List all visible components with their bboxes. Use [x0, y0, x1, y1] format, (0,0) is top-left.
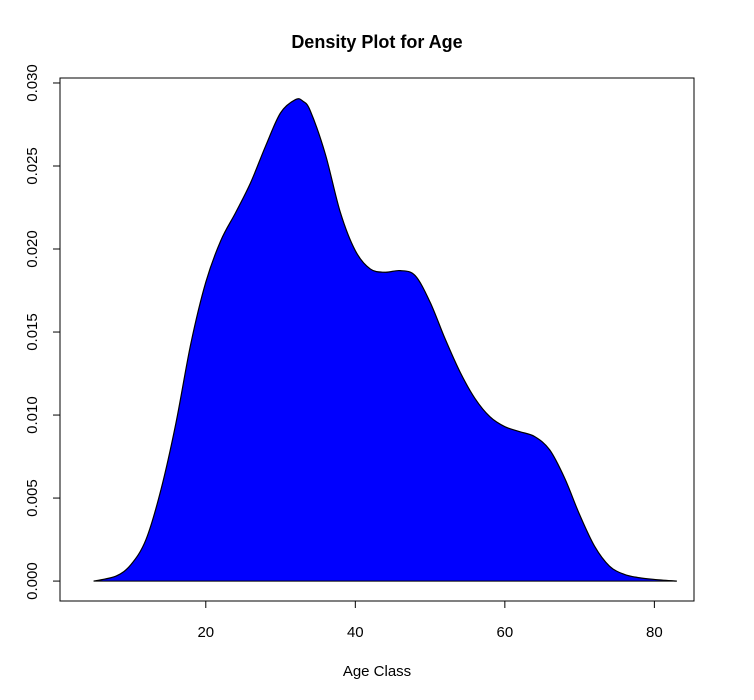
y-axis: 0.000 0.005 0.010 0.015 0.020 0.025 0.030	[24, 64, 60, 600]
y-tick-label: 0.025	[24, 147, 41, 185]
y-tick-label: 0.005	[24, 479, 41, 517]
x-tick-label: 40	[347, 624, 364, 641]
density-area	[93, 98, 677, 582]
y-tick-label: 0.015	[24, 313, 41, 351]
x-axis: 20 40 60 80	[197, 600, 663, 641]
chart-title: Density Plot for Age	[291, 32, 462, 52]
y-tick-label: 0.000	[24, 562, 41, 600]
y-tick-label: 0.010	[24, 396, 41, 434]
x-tick-label: 60	[497, 624, 514, 641]
x-axis-label: Age Class	[343, 663, 411, 680]
density-curve	[93, 98, 677, 582]
y-tick-label: 0.020	[24, 230, 41, 268]
plot-area	[59, 77, 695, 602]
x-tick-label: 20	[197, 624, 214, 641]
x-tick-label: 80	[646, 624, 663, 641]
y-tick-label: 0.030	[24, 64, 41, 102]
